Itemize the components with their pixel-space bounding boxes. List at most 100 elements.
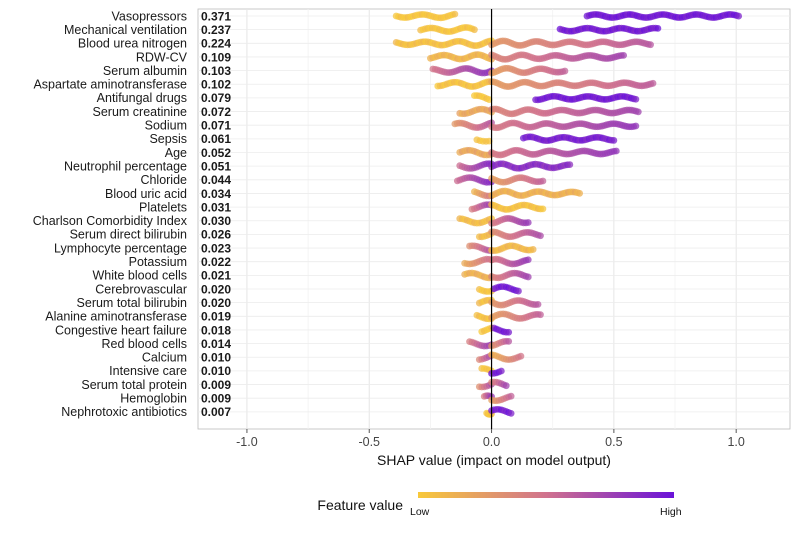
- x-axis: -1.0 -0.5 0.0 0.5 1.0: [236, 9, 745, 449]
- feature-name-label: Age: [165, 146, 187, 160]
- feature-name-label: Serum direct bilirubin: [70, 228, 187, 242]
- feature-name-label: Serum albumin: [103, 64, 187, 78]
- feature-points: [478, 324, 513, 336]
- feature-name-label: Calcium: [142, 351, 187, 365]
- feature-name-label: Alanine aminotransferase: [45, 310, 187, 324]
- feature-points: [429, 64, 569, 77]
- shap-point: [507, 409, 515, 417]
- feature-importance-label: 0.072: [201, 105, 231, 119]
- feature-points: [475, 283, 522, 295]
- feature-points: [392, 37, 654, 50]
- feature-points: [456, 105, 642, 118]
- feature-name-label: Hemoglobin: [120, 392, 187, 406]
- x-tick-label: 0.0: [483, 435, 500, 449]
- shap-point: [524, 256, 532, 264]
- x-tick-label: 0.5: [605, 435, 622, 449]
- feature-importance-label: 0.010: [201, 364, 231, 378]
- shap-point: [576, 189, 584, 197]
- feature-points: [434, 78, 657, 90]
- feature-points: [473, 133, 618, 145]
- color-legend: Feature value Low High: [317, 492, 682, 518]
- feature-points: [417, 24, 662, 36]
- feature-labels: Vasopressors 0.371 Mechanical ventilation 0…: [33, 9, 232, 419]
- shap-point: [539, 205, 547, 213]
- shap-point: [537, 311, 544, 319]
- shap-point: [561, 67, 569, 75]
- shap-point: [649, 79, 657, 87]
- shap-point: [654, 24, 662, 32]
- shap-point: [632, 122, 640, 130]
- feature-points: [427, 51, 628, 63]
- feature-importance-label: 0.014: [201, 337, 231, 351]
- feature-importance-label: 0.031: [201, 200, 231, 214]
- feature-points: [468, 201, 547, 213]
- feature-importance-label: 0.102: [201, 78, 231, 92]
- feature-points: [475, 296, 542, 309]
- x-tick-label: -1.0: [236, 435, 258, 449]
- feature-points: [466, 337, 513, 350]
- shap-point: [524, 273, 532, 281]
- feature-name-label: Sepsis: [149, 132, 187, 146]
- feature-name-label: Congestive heart failure: [55, 323, 187, 337]
- feature-points: [473, 310, 544, 323]
- legend-title: Feature value: [317, 497, 403, 513]
- feature-name-label: Antifungal drugs: [97, 91, 187, 105]
- shap-point: [502, 382, 510, 390]
- feature-name-label: Platelets: [139, 200, 187, 214]
- feature-importance-label: 0.079: [201, 91, 231, 105]
- feature-points: [475, 228, 544, 241]
- feature-points: [475, 351, 525, 364]
- shap-point: [620, 51, 628, 59]
- feature-name-label: Red blood cells: [102, 337, 187, 351]
- shap-point: [529, 246, 537, 253]
- feature-importance-label: 0.021: [201, 269, 231, 283]
- feature-importance-label: 0.044: [201, 173, 231, 187]
- x-axis-title: SHAP value (impact on model output): [377, 452, 611, 468]
- feature-importance-label: 0.061: [201, 132, 231, 146]
- x-tick-label: 1.0: [727, 435, 744, 449]
- shap-point: [610, 137, 618, 144]
- feature-points: [478, 365, 505, 377]
- feature-name-label: Serum creatinine: [93, 105, 188, 119]
- feature-importance-label: 0.019: [201, 310, 231, 324]
- feature-name-label: Vasopressors: [112, 9, 188, 23]
- shap-point: [735, 12, 743, 20]
- feature-points: [471, 187, 584, 200]
- data-points: [392, 10, 743, 418]
- shap-point: [451, 10, 459, 18]
- feature-name-label: White blood cells: [93, 269, 188, 283]
- feature-name-label: Neutrophil percentage: [64, 159, 187, 173]
- shap-point: [539, 177, 547, 185]
- feature-importance-label: 0.071: [201, 119, 231, 133]
- feature-importance-label: 0.009: [201, 378, 231, 392]
- feature-points: [461, 269, 532, 282]
- feature-importance-label: 0.020: [201, 296, 231, 310]
- shap-point: [517, 352, 525, 360]
- feature-importance-label: 0.009: [201, 392, 231, 406]
- feature-importance-label: 0.237: [201, 23, 231, 37]
- feature-importance-label: 0.026: [201, 228, 231, 242]
- feature-name-label: Nephrotoxic antibiotics: [61, 405, 187, 419]
- shap-point: [537, 232, 544, 240]
- feature-importance-label: 0.052: [201, 146, 231, 160]
- feature-importance-label: 0.010: [201, 351, 231, 365]
- feature-importance-label: 0.103: [201, 64, 231, 78]
- legend-high-label: High: [660, 506, 682, 518]
- feature-importance-label: 0.109: [201, 50, 231, 64]
- legend-color-bar: [418, 492, 674, 498]
- feature-importance-label: 0.018: [201, 323, 231, 337]
- feature-points: [471, 92, 640, 104]
- feature-points: [456, 146, 620, 159]
- feature-points: [453, 174, 547, 186]
- shap-point: [647, 41, 654, 49]
- shap-point: [515, 287, 522, 295]
- feature-name-label: Mechanical ventilation: [64, 23, 187, 37]
- feature-name-label: Potassium: [129, 255, 187, 269]
- feature-name-label: Blood urea nitrogen: [78, 37, 187, 51]
- feature-points: [456, 215, 532, 227]
- feature-points: [483, 405, 515, 418]
- feature-importance-label: 0.051: [201, 159, 231, 173]
- shap-point: [497, 367, 505, 375]
- feature-importance-label: 0.030: [201, 214, 231, 228]
- legend-low-label: Low: [410, 506, 430, 518]
